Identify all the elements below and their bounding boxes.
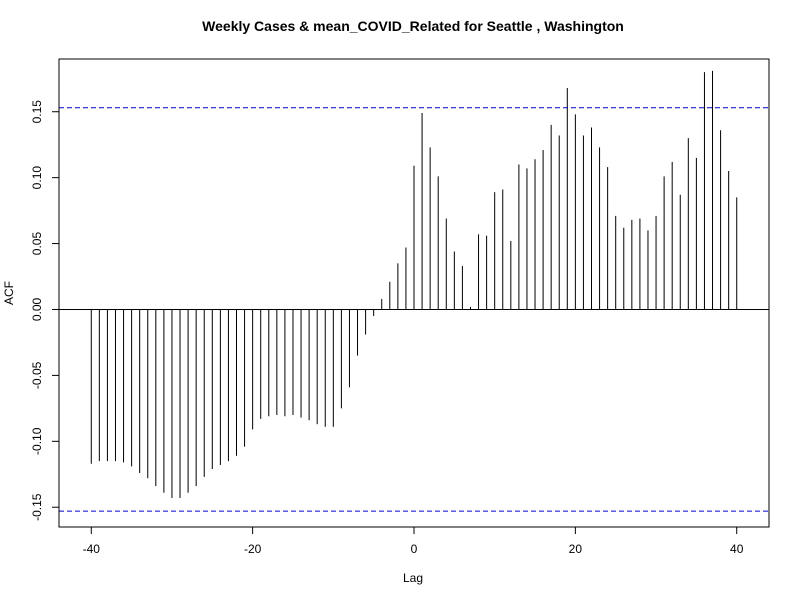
y-tick-label: 0.00 bbox=[30, 297, 44, 321]
axes: -40 -20 0 20 40 -0.15 -0.10 -0.05 0.00 0.05 0.10 0.… bbox=[30, 100, 744, 556]
x-tick-label: 20 bbox=[569, 542, 583, 556]
y-tick-label: 0.15 bbox=[30, 100, 44, 124]
plot-frame bbox=[58, 58, 770, 528]
acf-bars bbox=[59, 70, 769, 512]
x-tick-label: -40 bbox=[83, 542, 101, 556]
chart-title: Weekly Cases & mean_COVID_Related for Se… bbox=[202, 18, 624, 34]
y-axis-label: ACF bbox=[2, 281, 16, 305]
x-tick-label: 0 bbox=[411, 542, 418, 556]
y-tick-label: 0.05 bbox=[30, 232, 44, 256]
x-tick-label: -20 bbox=[244, 542, 262, 556]
y-tick-label: -0.15 bbox=[30, 493, 44, 521]
y-tick-label: 0.10 bbox=[30, 166, 44, 190]
y-tick-label: -0.05 bbox=[30, 361, 44, 389]
x-tick-label: 40 bbox=[730, 542, 744, 556]
y-tick-label: -0.10 bbox=[30, 427, 44, 455]
x-axis-label: Lag bbox=[403, 571, 423, 585]
